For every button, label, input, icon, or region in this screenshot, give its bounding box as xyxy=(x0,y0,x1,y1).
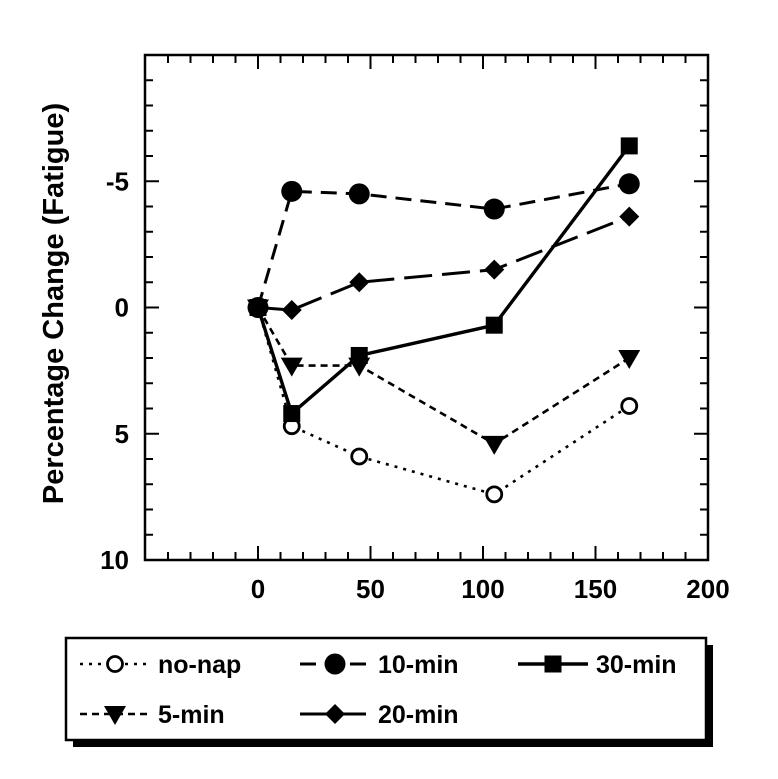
plot-frame xyxy=(143,53,710,562)
y-tick-label: -5 xyxy=(106,166,129,196)
x-tick-label: 0 xyxy=(251,574,265,604)
data-point-10-min xyxy=(281,180,303,202)
legend-box xyxy=(64,636,708,742)
data-point-no-nap xyxy=(350,447,369,466)
legend-label-5-min: 5-min xyxy=(158,701,225,729)
legend-marker-no-nap xyxy=(106,655,124,673)
series-line-5-min xyxy=(256,306,630,446)
x-tick-label: 50 xyxy=(356,574,385,604)
series-20-min xyxy=(248,206,640,321)
data-point-5-min xyxy=(618,350,641,369)
data-point-20-min xyxy=(619,206,640,227)
legend-marker-20-min xyxy=(325,704,345,724)
legend-label-no-nap: no-nap xyxy=(158,651,241,679)
data-point-30-min xyxy=(249,299,267,316)
data-point-20-min xyxy=(349,272,370,293)
data-point-20-min xyxy=(484,259,505,280)
plot-area-border xyxy=(143,53,710,562)
legend-entry-20-min: 20-min xyxy=(300,701,459,729)
legend-marker-10-min xyxy=(324,653,346,675)
data-point-10-min xyxy=(348,183,370,205)
data-point-no-nap xyxy=(485,485,504,504)
data-point-no-nap xyxy=(620,397,639,415)
x-tick-label: 200 xyxy=(686,574,729,604)
series-10-min xyxy=(247,173,640,318)
series-line-10-min xyxy=(256,182,630,308)
data-point-30-min xyxy=(620,137,638,155)
legend-label-10-min: 10-min xyxy=(378,651,459,679)
y-tick-label: 5 xyxy=(115,419,129,449)
y-tick-label: 0 xyxy=(115,293,129,323)
legend-entry-5-min: 5-min xyxy=(80,701,225,729)
legend-entry-30-min: 30-min xyxy=(518,651,677,679)
series-line-20-min xyxy=(257,215,630,312)
data-point-10-min xyxy=(483,198,505,220)
y-tick-label: 10 xyxy=(100,545,129,575)
data-point-5-min xyxy=(280,357,303,377)
series-line-30-min xyxy=(256,144,631,416)
legend-entry-no-nap: no-nap xyxy=(80,651,241,679)
legend: no-nap 10-min 30-min 5-min 20-min xyxy=(64,636,713,747)
series-layer xyxy=(247,137,641,504)
legend-entry-10-min: 10-min xyxy=(300,651,459,679)
y-axis-label: Percentage Change (Fatigue) xyxy=(38,103,70,504)
data-point-30-min xyxy=(283,405,301,423)
data-point-10-min xyxy=(618,173,640,195)
ticks-layer: 0 50 100 150 200 -5 0 5 10 xyxy=(100,55,730,604)
legend-marker-30-min xyxy=(544,655,562,673)
legend-marker-5-min xyxy=(104,706,126,725)
x-tick-label: 100 xyxy=(461,574,504,604)
data-point-5-min xyxy=(483,435,506,455)
series-5-min xyxy=(247,299,641,455)
data-point-30-min xyxy=(350,346,368,364)
data-point-30-min xyxy=(485,316,503,334)
data-point-20-min xyxy=(281,300,302,321)
series-line-no-nap xyxy=(256,307,630,496)
legend-label-20-min: 20-min xyxy=(378,701,459,729)
legend-label-30-min: 30-min xyxy=(596,651,677,679)
series-30-min xyxy=(249,137,638,423)
x-tick-label: 150 xyxy=(574,574,617,604)
